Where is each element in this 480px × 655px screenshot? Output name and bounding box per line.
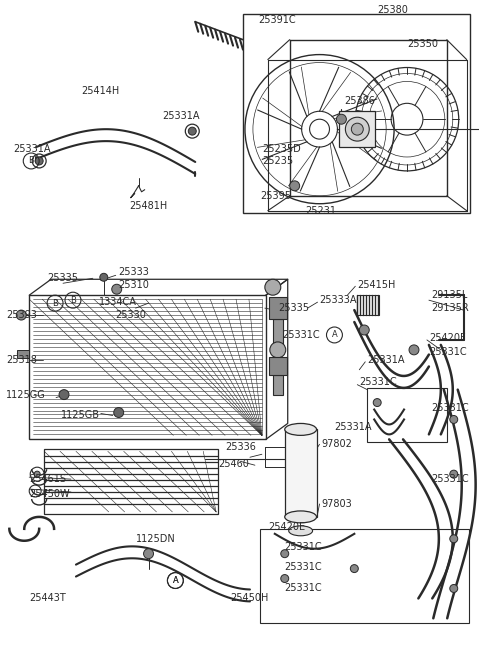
Circle shape [34, 471, 40, 477]
Circle shape [281, 574, 288, 582]
Circle shape [270, 342, 286, 358]
Text: 25450H: 25450H [230, 593, 268, 603]
Bar [367, 388, 447, 442]
Circle shape [59, 390, 69, 400]
Bar [269, 297, 287, 319]
Text: 25331A: 25331A [335, 422, 372, 432]
Text: 25331C: 25331C [285, 584, 323, 593]
Bar [357, 295, 379, 315]
Text: 25393: 25393 [6, 310, 37, 320]
Text: 25414H: 25414H [82, 86, 120, 96]
Circle shape [281, 550, 288, 557]
Text: 25420F: 25420F [429, 333, 466, 343]
Text: 25481H: 25481H [130, 200, 168, 211]
Text: 25331C: 25331C [431, 403, 468, 413]
Text: B: B [28, 157, 34, 166]
Text: 25460: 25460 [218, 459, 249, 469]
Circle shape [450, 470, 458, 478]
Bar [44, 449, 218, 514]
Text: 25386: 25386 [344, 96, 375, 106]
Text: A: A [172, 576, 178, 585]
Text: 25350: 25350 [407, 39, 438, 48]
Circle shape [350, 565, 358, 572]
Circle shape [373, 399, 381, 407]
Text: 25318: 25318 [6, 355, 37, 365]
Text: 25333: 25333 [119, 267, 150, 277]
Circle shape [336, 114, 347, 124]
Text: 25331C: 25331C [285, 561, 323, 572]
Circle shape [450, 415, 458, 423]
Text: B: B [52, 299, 58, 308]
Circle shape [346, 117, 369, 141]
Circle shape [450, 534, 458, 543]
Text: 1334CA: 1334CA [99, 297, 137, 307]
Text: 25331C: 25331C [282, 330, 319, 340]
Text: B: B [70, 295, 76, 305]
Text: 1125GB: 1125GB [61, 411, 100, 421]
Text: 1125GG: 1125GG [6, 390, 46, 400]
Text: 29135L: 29135L [431, 290, 467, 300]
Ellipse shape [288, 526, 312, 536]
Bar [17, 350, 29, 358]
Text: A: A [332, 331, 337, 339]
Text: 25380: 25380 [377, 5, 408, 15]
Circle shape [351, 123, 363, 135]
Ellipse shape [285, 423, 316, 436]
Circle shape [188, 127, 196, 135]
Text: A: A [172, 576, 178, 585]
Text: 25333A: 25333A [320, 295, 357, 305]
Text: 25335: 25335 [278, 303, 309, 313]
Text: 25235D: 25235D [262, 144, 300, 154]
Text: 25330: 25330 [116, 310, 146, 320]
Circle shape [144, 549, 154, 559]
Text: 25450W: 25450W [29, 489, 70, 499]
Text: 25420E: 25420E [268, 522, 305, 532]
Text: 25336: 25336 [225, 442, 256, 453]
Text: 25395: 25395 [260, 191, 291, 201]
Text: 25443T: 25443T [29, 593, 66, 603]
Bar [260, 529, 468, 624]
Circle shape [450, 584, 458, 593]
Circle shape [409, 345, 419, 355]
Circle shape [290, 181, 300, 191]
Circle shape [265, 279, 281, 295]
Circle shape [360, 325, 369, 335]
Text: 97803: 97803 [322, 499, 352, 509]
Text: 25331A: 25331A [367, 355, 405, 365]
Text: 25235: 25235 [262, 156, 293, 166]
Bar [243, 14, 469, 213]
Text: 25415H: 25415H [357, 280, 396, 290]
Text: 25231: 25231 [306, 206, 336, 215]
Text: 25331A: 25331A [162, 111, 200, 121]
Circle shape [35, 157, 43, 165]
Bar [273, 375, 283, 394]
Text: 25391C: 25391C [258, 15, 296, 25]
Ellipse shape [285, 511, 316, 523]
Text: 25461S: 25461S [29, 474, 66, 484]
Text: 25331A: 25331A [13, 144, 51, 154]
Text: 29135R: 29135R [431, 303, 468, 313]
Text: 25335: 25335 [47, 273, 78, 283]
Bar [273, 319, 283, 349]
Bar [269, 357, 287, 375]
Circle shape [100, 273, 108, 281]
Text: 25331C: 25331C [360, 377, 397, 386]
Bar [339, 111, 375, 147]
Text: 25331C: 25331C [429, 347, 467, 357]
Text: 25331C: 25331C [285, 542, 323, 552]
Text: 97802: 97802 [322, 440, 352, 449]
Circle shape [112, 284, 122, 294]
Circle shape [16, 310, 26, 320]
Text: 1125DN: 1125DN [136, 534, 175, 544]
Circle shape [114, 407, 124, 417]
Text: 25310: 25310 [119, 280, 150, 290]
Text: 25331C: 25331C [431, 474, 468, 484]
Bar [285, 430, 316, 517]
Bar [29, 295, 266, 440]
